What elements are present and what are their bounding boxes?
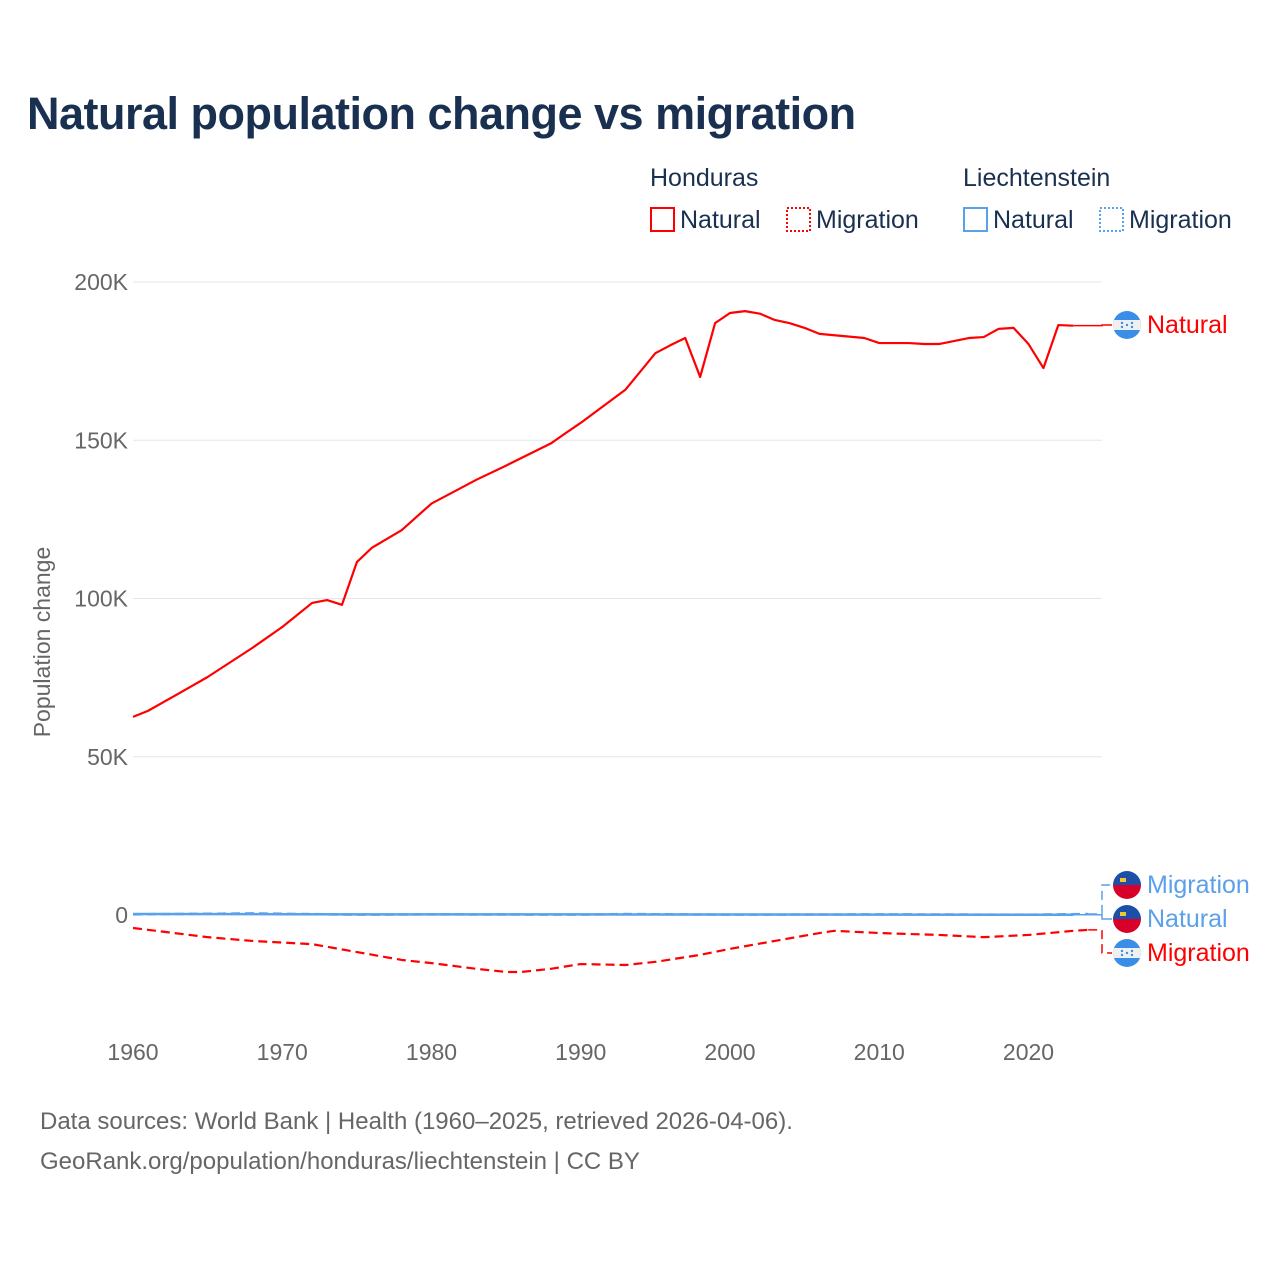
x-tick-label: 2010 [854,1039,905,1065]
series-end-label: Migration [1147,871,1250,899]
legend-group-title: Liechtenstein [963,164,1110,192]
y-tick-label: 0 [115,902,128,928]
x-tick-label: 2020 [1003,1039,1054,1065]
label-connector [1073,324,1112,327]
y-tick-label: 100K [74,586,128,612]
label-connector [1088,884,1112,915]
legend-swatch [650,207,675,232]
x-tick-label: 2000 [704,1039,755,1065]
legend-swatch [963,207,988,232]
y-tick-label: 150K [74,427,128,453]
liechtenstein-flag-icon [1113,905,1141,933]
honduras-flag-icon [1113,939,1141,967]
series-end-label: Natural [1147,311,1228,339]
liechtenstein-flag-icon [1113,871,1141,899]
data-source-note: Data sources: World Bank | Health (1960–… [40,1108,793,1135]
legend-swatch [1099,207,1124,232]
legend-item-label: Natural [993,206,1074,234]
legend-group-title: Honduras [650,164,758,192]
source-link[interactable]: GeoRank.org/population/honduras/liechten… [40,1148,640,1175]
x-tick-label: 1960 [107,1039,158,1065]
legend-swatch [786,207,811,232]
x-tick-label: 1980 [406,1039,457,1065]
series-end-label: Natural [1147,905,1228,933]
legend-item-label: Migration [1129,206,1232,234]
y-tick-label: 200K [74,269,128,295]
legend-item-label: Migration [816,206,919,234]
label-connector [1073,914,1112,920]
series-end-label: Migration [1147,939,1250,967]
legend-item-label: Natural [680,206,761,234]
y-tick-label: 50K [87,744,129,770]
honduras-flag-icon [1113,311,1141,339]
x-tick-label: 1990 [555,1039,606,1065]
x-tick-label: 1970 [257,1039,308,1065]
series-line [132,912,1089,916]
label-connector [1088,929,1112,954]
series-line [132,310,1074,718]
chart-title: Natural population change vs migration [27,88,856,139]
series-line [132,926,1089,974]
y-axis-label: Population change [29,547,55,738]
